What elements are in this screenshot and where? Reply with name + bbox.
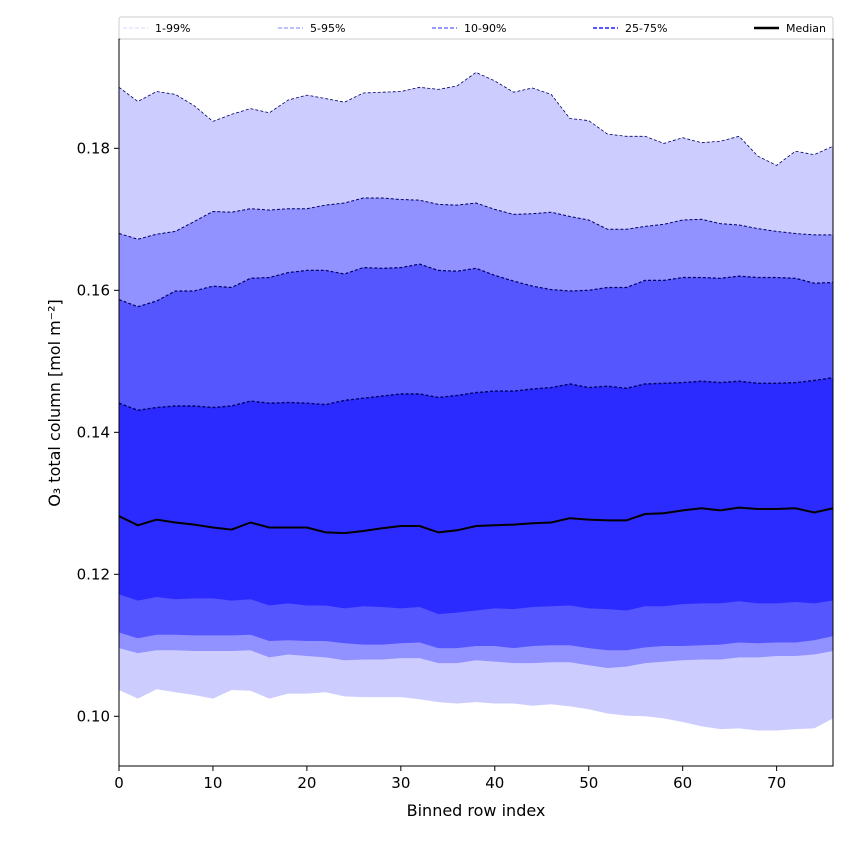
legend-label: 25-75% (625, 22, 667, 35)
x-tick-label: 40 (485, 774, 504, 792)
x-tick-label: 60 (673, 774, 692, 792)
percentile-bands (119, 72, 833, 731)
legend-label: 10-90% (464, 22, 506, 35)
band-1-99-upper-line (118, 71, 834, 166)
legend: 1-99% 5-95% 10-90% 25-75% Median (118, 16, 834, 40)
band-10-90-upper-line (118, 263, 834, 308)
legend-label: 1-99% (155, 22, 190, 35)
legend-item-25-75: 25-75% (593, 22, 667, 35)
band-upper-lines (118, 71, 834, 412)
legend-item-Median: Median (754, 22, 826, 35)
y-tick-label: 0.12 (77, 565, 110, 583)
legend-item-1-99: 1-99% (123, 22, 190, 35)
band-5-95-upper-line (118, 197, 833, 240)
legend-label: Median (786, 22, 826, 35)
band-25-75-area (119, 377, 833, 615)
y-axis-ticks: 0.10 0.12 0.14 0.16 0.18 (77, 139, 119, 725)
x-axis-ticks: 0 10 20 30 40 50 60 70 (114, 766, 786, 792)
y-tick-label: 0.16 (77, 281, 110, 299)
y-axis-label: O₃ total column [mol m⁻²] (45, 299, 64, 507)
median-line (118, 506, 834, 535)
x-tick-label: 70 (767, 774, 786, 792)
y-tick-label: 0.14 (77, 423, 110, 441)
y-tick-label: 0.10 (77, 707, 110, 725)
x-tick-label: 50 (579, 774, 598, 792)
band-25-75-upper-line (118, 377, 834, 412)
legend-label: 5-95% (310, 22, 345, 35)
legend-item-5-95: 5-95% (278, 22, 345, 35)
x-tick-label: 30 (391, 774, 410, 792)
x-tick-label: 0 (114, 774, 124, 792)
legend-box (118, 16, 834, 40)
x-axis-label: Binned row index (407, 801, 546, 820)
y-tick-label: 0.18 (77, 139, 110, 157)
x-tick-label: 20 (297, 774, 316, 792)
x-tick-label: 10 (203, 774, 222, 792)
legend-item-10-90: 10-90% (432, 22, 506, 35)
